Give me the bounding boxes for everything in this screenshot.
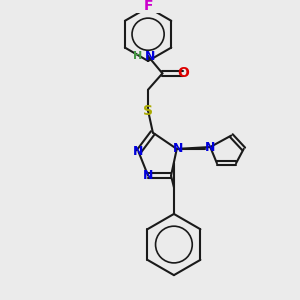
Text: O: O — [178, 66, 189, 80]
Text: N: N — [172, 142, 183, 155]
Text: N: N — [145, 50, 155, 63]
Text: N: N — [205, 140, 215, 154]
Text: N: N — [133, 145, 144, 158]
Text: N: N — [143, 169, 153, 182]
Text: H: H — [133, 51, 142, 61]
Text: F: F — [143, 0, 153, 13]
Text: S: S — [143, 104, 153, 118]
